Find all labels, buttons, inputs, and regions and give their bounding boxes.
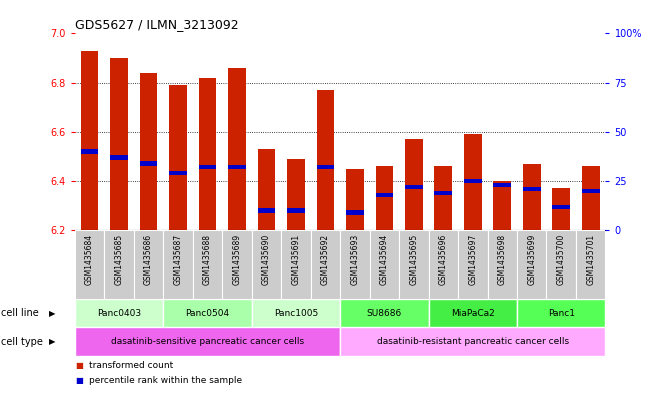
Bar — [582, 166, 600, 230]
Bar — [81, 149, 98, 154]
Text: Panc1005: Panc1005 — [274, 309, 318, 318]
Text: GSM1435687: GSM1435687 — [174, 234, 182, 285]
Bar — [370, 230, 399, 299]
Bar — [428, 230, 458, 299]
Text: Panc0403: Panc0403 — [97, 309, 141, 318]
Bar — [405, 185, 422, 189]
Bar — [316, 165, 334, 169]
Bar — [523, 164, 540, 230]
Text: GSM1435699: GSM1435699 — [527, 234, 536, 285]
Text: GSM1435684: GSM1435684 — [85, 234, 94, 285]
Bar — [193, 230, 222, 299]
Bar — [552, 189, 570, 230]
Bar — [376, 166, 393, 230]
Bar — [287, 159, 305, 230]
Text: ■: ■ — [75, 360, 83, 369]
Bar — [340, 327, 605, 356]
Text: Panc1: Panc1 — [547, 309, 575, 318]
Text: transformed count: transformed count — [89, 360, 173, 369]
Text: dasatinib-resistant pancreatic cancer cells: dasatinib-resistant pancreatic cancer ce… — [377, 337, 569, 346]
Text: GSM1435688: GSM1435688 — [203, 234, 212, 285]
Text: cell line: cell line — [1, 308, 39, 318]
Bar — [281, 230, 311, 299]
Bar — [163, 299, 252, 327]
Bar — [75, 230, 104, 299]
Bar — [399, 230, 428, 299]
Bar — [228, 68, 246, 230]
Bar — [140, 161, 158, 165]
Text: GSM1435689: GSM1435689 — [232, 234, 242, 285]
Bar — [169, 85, 187, 230]
Bar — [134, 230, 163, 299]
Text: GSM1435690: GSM1435690 — [262, 234, 271, 285]
Text: GSM1435685: GSM1435685 — [115, 234, 124, 285]
Bar — [222, 230, 252, 299]
Bar — [552, 204, 570, 209]
Text: percentile rank within the sample: percentile rank within the sample — [89, 376, 242, 385]
Bar — [428, 299, 517, 327]
Text: GSM1435701: GSM1435701 — [586, 234, 595, 285]
Bar — [163, 230, 193, 299]
Text: ▶: ▶ — [49, 337, 55, 346]
Bar — [488, 230, 517, 299]
Bar — [464, 134, 482, 230]
Text: GSM1435693: GSM1435693 — [350, 234, 359, 285]
Bar — [75, 299, 163, 327]
Text: cell type: cell type — [1, 336, 43, 347]
Bar — [75, 327, 340, 356]
Bar — [464, 179, 482, 183]
Bar — [517, 230, 546, 299]
Bar — [405, 139, 422, 230]
Bar — [104, 230, 134, 299]
Bar — [199, 165, 216, 169]
Text: GSM1435700: GSM1435700 — [557, 234, 566, 285]
Bar — [458, 230, 488, 299]
Bar — [376, 193, 393, 197]
Bar — [434, 191, 452, 195]
Text: GSM1435695: GSM1435695 — [409, 234, 419, 285]
Text: GSM1435698: GSM1435698 — [498, 234, 506, 285]
Bar — [517, 299, 605, 327]
Text: GDS5627 / ILMN_3213092: GDS5627 / ILMN_3213092 — [75, 18, 238, 31]
Text: ▶: ▶ — [49, 309, 55, 318]
Bar — [434, 166, 452, 230]
Bar — [493, 183, 511, 187]
Bar — [346, 210, 364, 215]
Text: dasatinib-sensitive pancreatic cancer cells: dasatinib-sensitive pancreatic cancer ce… — [111, 337, 304, 346]
Text: GSM1435686: GSM1435686 — [144, 234, 153, 285]
Bar — [287, 208, 305, 213]
Bar — [311, 230, 340, 299]
Bar — [340, 299, 428, 327]
Text: MiaPaCa2: MiaPaCa2 — [451, 309, 495, 318]
Bar — [346, 169, 364, 230]
Bar — [140, 73, 158, 230]
Bar — [546, 230, 576, 299]
Text: GSM1435692: GSM1435692 — [321, 234, 330, 285]
Bar — [199, 78, 216, 230]
Bar — [81, 51, 98, 230]
Bar — [523, 187, 540, 191]
Text: GSM1435697: GSM1435697 — [468, 234, 477, 285]
Text: Panc0504: Panc0504 — [186, 309, 230, 318]
Text: SU8686: SU8686 — [367, 309, 402, 318]
Bar — [582, 189, 600, 193]
Bar — [340, 230, 370, 299]
Text: GSM1435691: GSM1435691 — [292, 234, 300, 285]
Bar — [110, 58, 128, 230]
Text: GSM1435694: GSM1435694 — [380, 234, 389, 285]
Bar — [252, 299, 340, 327]
Bar — [228, 165, 246, 169]
Bar — [258, 208, 275, 213]
Text: ■: ■ — [75, 376, 83, 385]
Bar — [110, 155, 128, 160]
Bar — [252, 230, 281, 299]
Bar — [169, 171, 187, 175]
Bar — [316, 90, 334, 230]
Bar — [493, 181, 511, 230]
Bar — [576, 230, 605, 299]
Text: GSM1435696: GSM1435696 — [439, 234, 448, 285]
Bar — [258, 149, 275, 230]
